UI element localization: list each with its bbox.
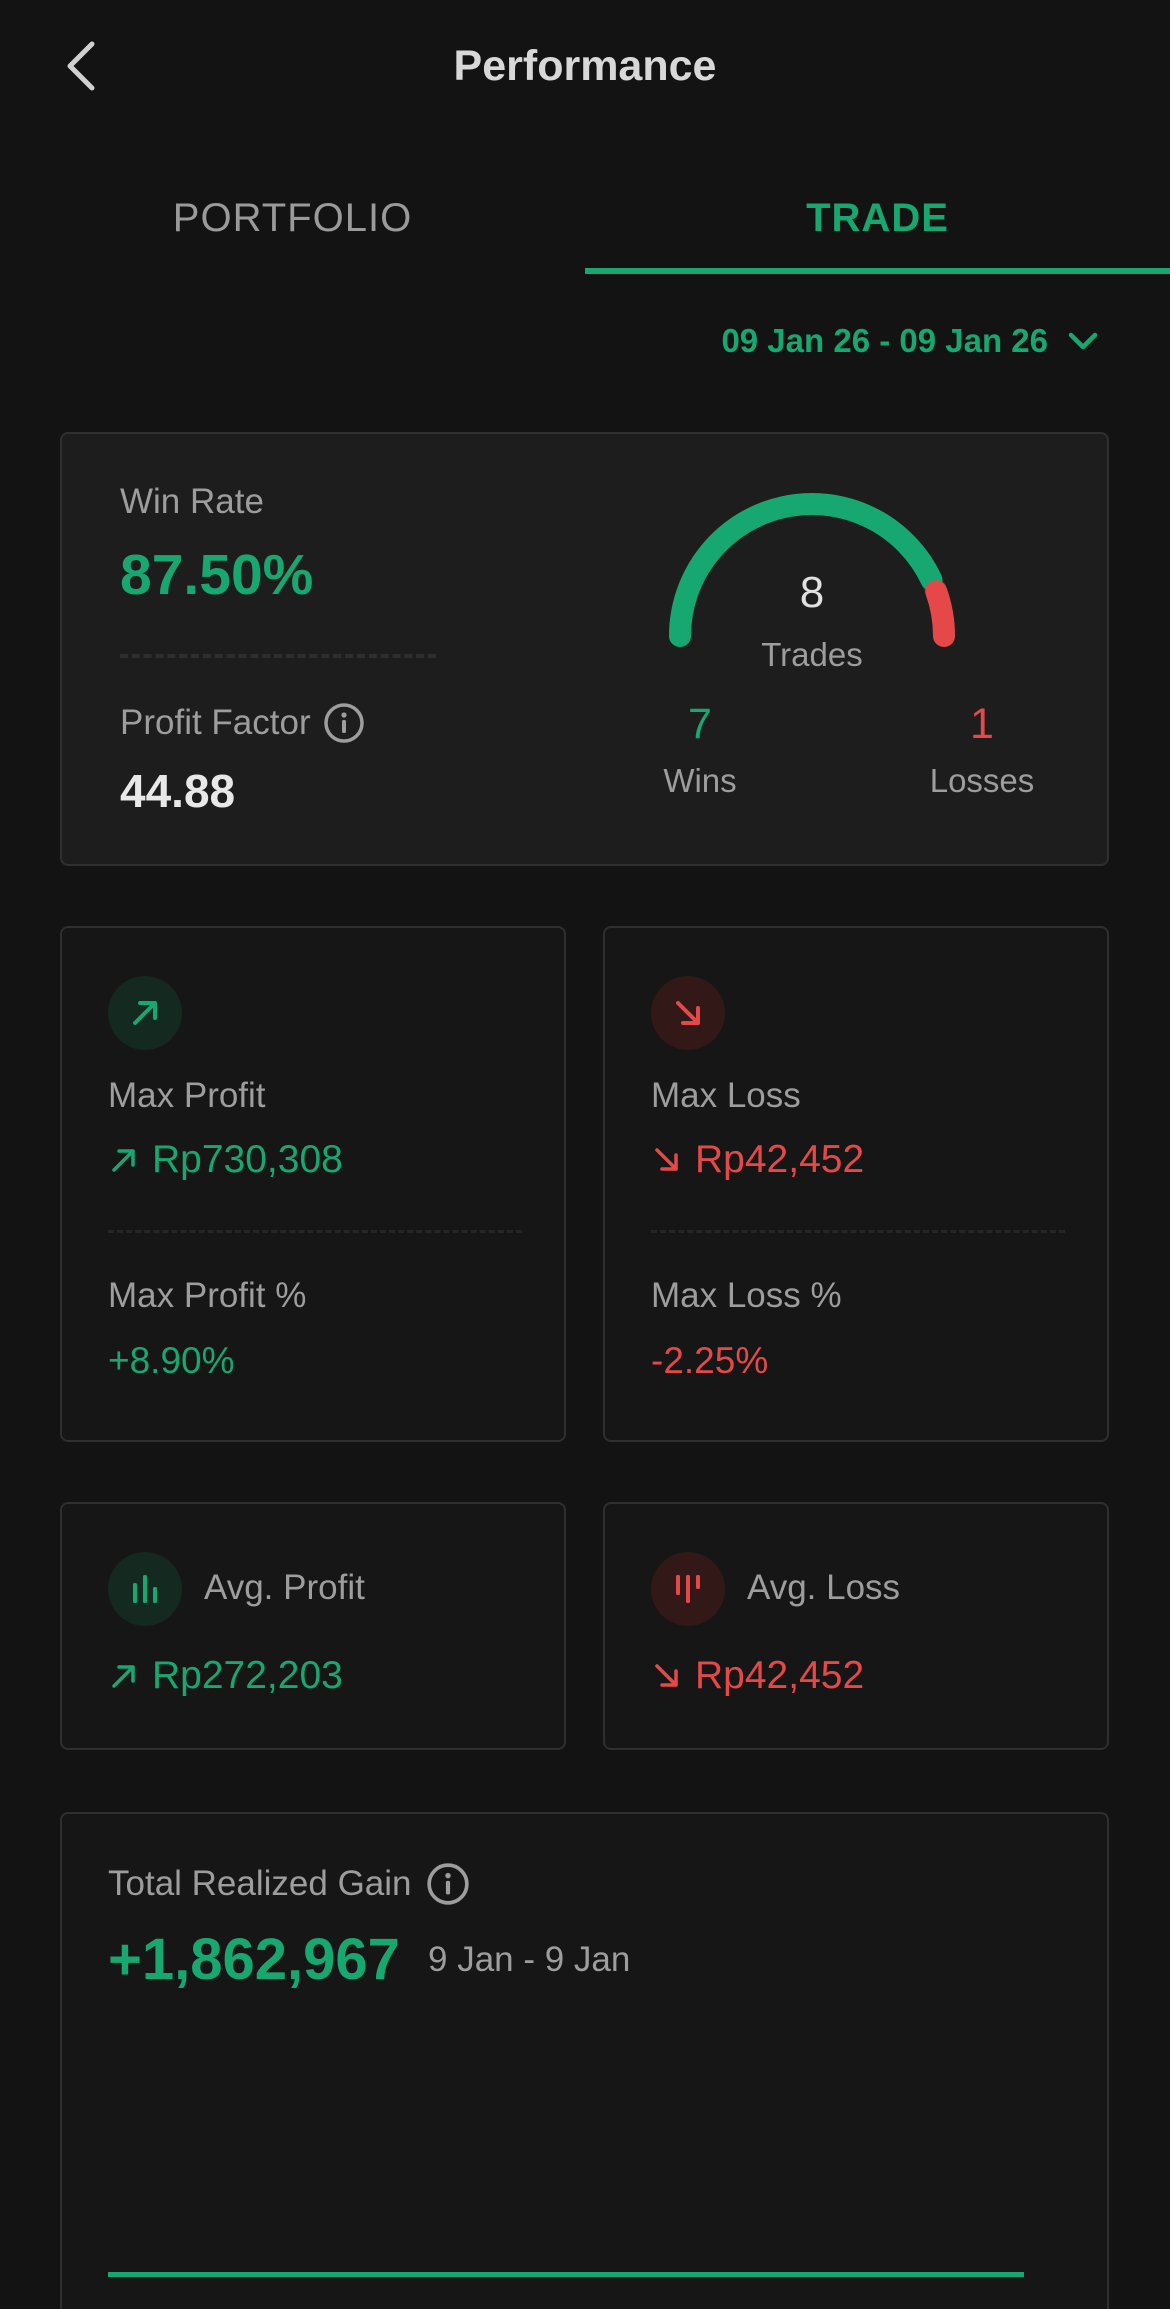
gauge-loss-arc <box>925 580 955 647</box>
trades-label: Trades <box>761 636 863 673</box>
losses-count: 1 <box>970 700 994 748</box>
win-rate-card: Win Rate 87.50% Profit Factor 44.88 8 Tr… <box>60 432 1109 866</box>
total-realized-gain-label: Total Realized Gain <box>108 1864 412 1903</box>
avg-profit-value-row: Rp272,203 <box>108 1654 343 1698</box>
avg-loss-value-row: Rp42,452 <box>651 1654 864 1698</box>
avg-profit-label: Avg. Profit <box>204 1568 365 1607</box>
date-range-label: 09 Jan 26 - 09 Jan 26 <box>721 322 1048 359</box>
avg-profit-card: Avg. Profit Rp272,203 <box>60 1502 566 1750</box>
app-header: Performance <box>0 0 1170 136</box>
max-profit-pct-label: Max Profit % <box>108 1276 307 1315</box>
avg-loss-badge <box>651 1552 725 1626</box>
tab-bar: PORTFOLIO TRADE <box>0 160 1170 276</box>
divider <box>108 1230 522 1233</box>
trades-count: 8 <box>799 568 825 617</box>
avg-profit-value: Rp272,203 <box>152 1654 343 1697</box>
max-loss-value: Rp42,452 <box>695 1138 865 1181</box>
divider <box>651 1230 1065 1233</box>
max-loss-value-row: Rp42,452 <box>651 1138 864 1182</box>
max-loss-card: Max Loss Rp42,452 Max Loss % -2.25% <box>603 926 1109 1442</box>
win-rate-label: Win Rate <box>120 482 264 521</box>
total-realized-gain-card: Total Realized Gain +1,862,967 9 Jan - 9… <box>60 1812 1109 2309</box>
arrow-down-right-icon <box>655 1664 678 1687</box>
max-loss-label: Max Loss <box>651 1076 801 1115</box>
arrow-up-right-icon <box>133 1001 157 1025</box>
profit-badge <box>108 976 182 1050</box>
total-realized-gain-label-row: Total Realized Gain <box>108 1862 470 1906</box>
total-realized-gain-range: 9 Jan - 9 Jan <box>428 1940 631 1979</box>
chevron-down-icon <box>1068 332 1098 350</box>
max-profit-pct-value: +8.90% <box>108 1340 235 1381</box>
tab-portfolio[interactable]: PORTFOLIO <box>172 195 413 240</box>
wins-count: 7 <box>688 700 712 748</box>
arrow-up-right-icon <box>112 1665 135 1688</box>
back-button[interactable] <box>58 36 106 96</box>
divider <box>120 654 436 658</box>
avg-loss-label: Avg. Loss <box>747 1568 901 1607</box>
info-icon[interactable] <box>323 702 365 744</box>
profit-factor-value: 44.88 <box>120 765 236 817</box>
active-tab-indicator <box>585 268 1170 274</box>
wins-label: Wins <box>663 762 737 799</box>
max-profit-card: Max Profit Rp730,308 Max Profit % +8.90% <box>60 926 566 1442</box>
page-title: Performance <box>453 42 717 90</box>
avg-profit-badge <box>108 1552 182 1626</box>
win-rate-value: 87.50% <box>120 543 314 607</box>
win-loss-gauge <box>669 493 955 647</box>
total-realized-gain-value: +1,862,967 <box>108 1927 400 1992</box>
chevron-left-icon <box>67 41 95 91</box>
bar-chart-down-icon <box>676 1575 700 1603</box>
avg-loss-value: Rp42,452 <box>695 1654 865 1697</box>
max-profit-value-row: Rp730,308 <box>108 1138 343 1182</box>
info-icon[interactable] <box>426 1862 470 1906</box>
profit-factor-label: Profit Factor <box>120 703 311 742</box>
max-loss-pct-value: -2.25% <box>651 1340 769 1381</box>
max-loss-pct-label: Max Loss % <box>651 1276 842 1315</box>
max-profit-label: Max Profit <box>108 1076 266 1115</box>
gain-chart-line <box>108 2272 1024 2277</box>
tab-trade[interactable]: TRADE <box>806 195 949 240</box>
bar-chart-icon <box>133 1575 157 1603</box>
loss-badge <box>651 976 725 1050</box>
avg-loss-card: Avg. Loss Rp42,452 <box>603 1502 1109 1750</box>
gauge-win-arc <box>669 493 943 647</box>
max-profit-value: Rp730,308 <box>152 1138 343 1181</box>
date-range-dropdown[interactable]: 09 Jan 26 - 09 Jan 26 <box>721 322 1100 360</box>
profit-factor-label-row: Profit Factor <box>120 702 365 744</box>
losses-label: Losses <box>929 762 1035 799</box>
arrow-down-right-icon <box>655 1148 678 1171</box>
arrow-up-right-icon <box>112 1149 135 1172</box>
arrow-down-right-icon <box>676 1001 700 1025</box>
